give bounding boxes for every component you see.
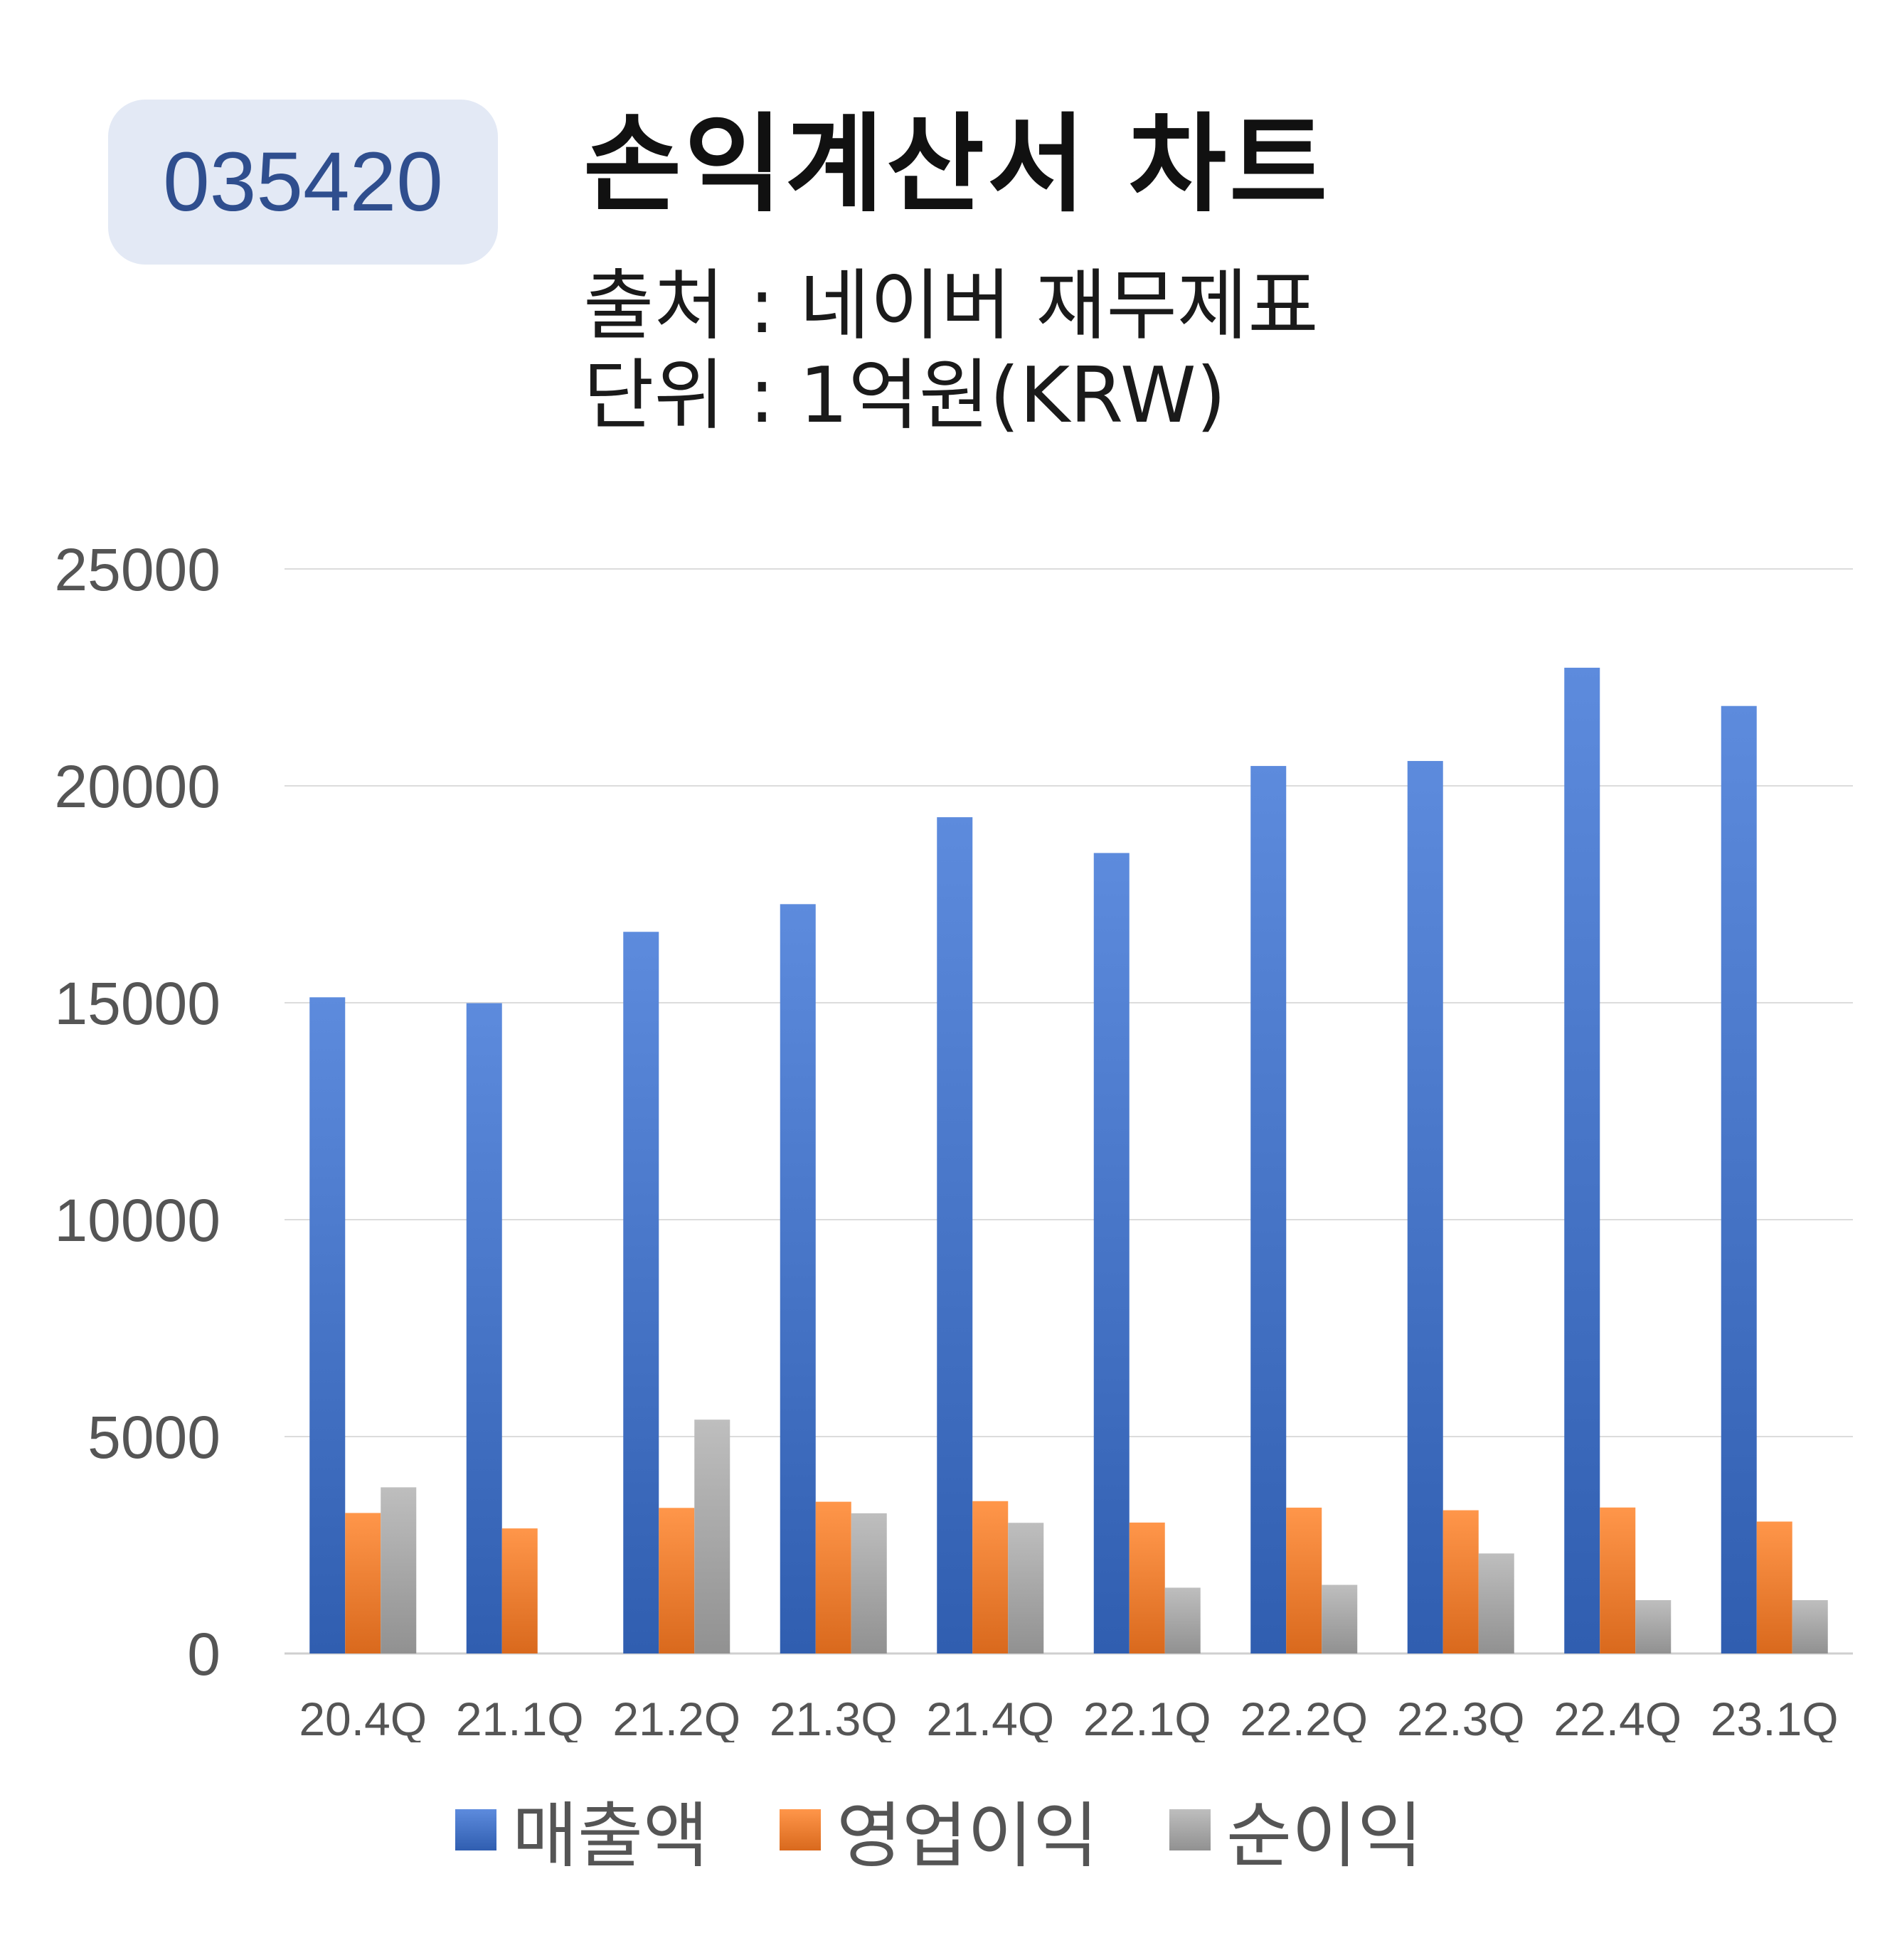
x-tick-label: 21.4Q xyxy=(926,1693,1054,1742)
y-tick-label: 0 xyxy=(187,1621,220,1688)
bar-revenue xyxy=(1407,761,1443,1653)
bar-chart: 0 5000 10000 15000 20000 25000 20.4Q 21.1Q 21.2Q… xyxy=(54,536,1853,1742)
y-tick-label: 20000 xyxy=(54,753,220,820)
bar-revenue xyxy=(309,997,346,1653)
bar-net-income xyxy=(851,1513,887,1653)
bar-operating-profit xyxy=(1600,1507,1636,1653)
x-tick-label: 22.2Q xyxy=(1240,1693,1368,1742)
source-note: 출처 : 네이버 재무제표 xyxy=(583,262,1319,351)
bar-revenue xyxy=(466,1003,502,1653)
legend-swatch xyxy=(780,1809,821,1850)
bar-revenue xyxy=(937,817,973,1653)
legend-swatch xyxy=(1169,1809,1211,1850)
legend-item: 매출액 xyxy=(455,1778,708,1881)
legend-swatch xyxy=(455,1809,496,1850)
x-tick-label: 20.4Q xyxy=(299,1693,427,1742)
stock-code: 035420 xyxy=(163,135,443,229)
y-tick-label: 10000 xyxy=(54,1187,220,1254)
bar-operating-profit xyxy=(1286,1507,1322,1653)
bar-revenue xyxy=(1250,766,1287,1653)
bar-net-income xyxy=(1164,1587,1201,1653)
x-tick-label: 22.4Q xyxy=(1553,1693,1681,1742)
bar-net-income xyxy=(1635,1599,1672,1653)
legend-label: 영업이익 xyxy=(836,1794,1098,1878)
y-tick-label: 5000 xyxy=(87,1404,220,1471)
bar-operating-profit xyxy=(1756,1521,1792,1653)
x-tick-label: 21.1Q xyxy=(456,1693,584,1742)
bar-net-income xyxy=(1008,1523,1044,1653)
bar-operating-profit xyxy=(501,1528,538,1653)
bar-net-income xyxy=(1478,1553,1514,1653)
legend: 매출액 영업이익 순이익 xyxy=(455,1778,1494,1881)
chart-title: 손익계산서 차트 xyxy=(583,103,1331,227)
bar-operating-profit xyxy=(815,1501,851,1653)
x-tick-label: 21.2Q xyxy=(612,1693,740,1742)
x-tick-label: 22.3Q xyxy=(1397,1693,1525,1742)
stock-code-badge: 035420 xyxy=(108,100,498,265)
unit-note: 단위 : 1억원(KRW) xyxy=(583,351,1226,440)
bar-net-income xyxy=(381,1487,417,1653)
y-tick-label: 15000 xyxy=(54,970,220,1037)
bar-net-income xyxy=(1322,1584,1358,1653)
bar-operating-profit xyxy=(345,1513,381,1653)
bar-revenue xyxy=(1721,705,1757,1653)
legend-item: 영업이익 xyxy=(780,1778,1098,1881)
bar-net-income xyxy=(694,1420,730,1653)
bar-operating-profit xyxy=(972,1501,1009,1653)
bar-net-income xyxy=(1792,1599,1828,1653)
legend-label: 매출액 xyxy=(512,1794,708,1878)
bar-operating-profit xyxy=(659,1508,695,1653)
bar-revenue xyxy=(1564,667,1600,1653)
bar-revenue xyxy=(623,932,659,1653)
bar-revenue xyxy=(1093,853,1130,1653)
x-tick-label: 22.1Q xyxy=(1083,1693,1211,1742)
bar-operating-profit xyxy=(1129,1522,1165,1653)
legend-label: 순이익 xyxy=(1226,1794,1423,1878)
legend-item: 순이익 xyxy=(1169,1778,1423,1881)
bar-revenue xyxy=(780,904,816,1653)
bar-operating-profit xyxy=(1442,1510,1479,1653)
x-tick-label: 21.3Q xyxy=(770,1693,898,1742)
x-tick-label: 23.1Q xyxy=(1711,1693,1839,1742)
y-tick-label: 25000 xyxy=(54,536,220,603)
